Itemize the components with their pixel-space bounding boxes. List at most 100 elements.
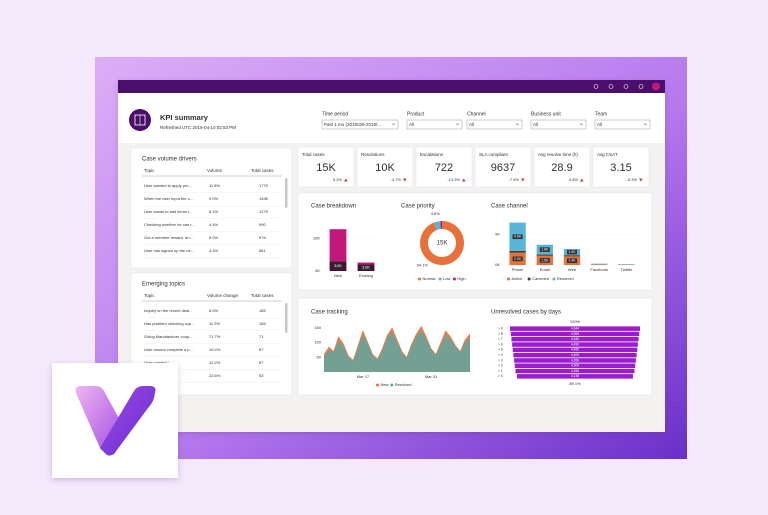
table-cell: Got a member reward, an...	[144, 235, 193, 240]
data-label: 4.6K	[514, 235, 522, 239]
avatar[interactable]	[652, 82, 660, 91]
bar-segment	[563, 255, 581, 257]
y-tick-label: 5K	[495, 231, 500, 236]
kpi-change: -7.5%	[509, 177, 520, 182]
column-header: Volume	[207, 168, 223, 173]
scrollbar[interactable]	[285, 178, 288, 208]
table-cell: 71	[259, 334, 264, 339]
table-cell: 87	[259, 347, 264, 352]
funnel-bar	[512, 347, 638, 353]
data-label-bg	[512, 256, 523, 262]
content: Time period Past 1 mo (2019/3/9-2019/... P…	[130, 111, 653, 396]
filter-value: All	[533, 122, 538, 127]
table-cell: User has signed up the ne...	[144, 248, 194, 253]
table-cell: 53	[259, 373, 264, 378]
chart-title: Case breakdown	[311, 204, 356, 210]
data-label: 4,250	[571, 369, 579, 373]
funnel-bottom-label: 89.1%	[569, 381, 581, 386]
bar-segment	[509, 250, 526, 253]
legend-label: High	[457, 276, 465, 281]
legend-label: Resolved	[557, 276, 574, 281]
app-logo-tile	[52, 363, 178, 478]
data-label-bg	[539, 258, 550, 263]
filter-value: Past 1 mo (2019/3/9-2019/...	[324, 122, 381, 127]
data-label: 1.5K	[541, 258, 549, 262]
page-title: KPI summary	[160, 113, 209, 122]
x-tick-label: Mar 31	[425, 374, 438, 379]
y-tick-label: > 2	[498, 364, 503, 368]
filter-label: Time period	[322, 111, 348, 117]
kpi-label: SLA compliant	[479, 152, 509, 157]
legend-label: Canceled	[532, 276, 549, 281]
table-cell: 11.3%	[209, 321, 220, 326]
data-label: 1.4K	[568, 259, 576, 263]
y-tick-label: > 9	[498, 327, 503, 331]
table-title: Case volume drivers	[142, 157, 197, 163]
legend-label: New	[381, 382, 389, 387]
y-tick-label: > 7	[498, 337, 503, 341]
filter-dropdown[interactable]	[530, 119, 587, 130]
column-header: Topic	[144, 293, 155, 298]
filter-dropdown[interactable]	[594, 119, 651, 130]
donut-slice	[419, 221, 464, 265]
filter-label: Team	[595, 111, 607, 117]
dropdown-chevron	[579, 123, 584, 126]
data-label: 4,138	[571, 374, 579, 378]
table-cell: Checking whether he can r...	[144, 222, 195, 227]
legend-label: Resolved	[395, 382, 412, 387]
kpi-value: 15K	[316, 162, 336, 174]
x-tick-label: Email	[540, 267, 550, 272]
filter-dropdown[interactable]	[466, 119, 523, 130]
filter-dropdown[interactable]	[406, 119, 463, 130]
x-tick-label: Web	[568, 267, 577, 272]
area-fill	[324, 330, 470, 372]
kpi-label: Avg CSAT	[597, 152, 618, 157]
data-label-bg	[539, 247, 550, 252]
legend-label: Normal	[423, 276, 436, 281]
bell-icon[interactable]	[608, 84, 614, 89]
chart-title: Case tracking	[311, 310, 348, 316]
kpi-value: 28.9	[551, 162, 572, 174]
funnel-bar	[514, 363, 636, 368]
chat-icon[interactable]	[593, 84, 599, 89]
donut-center: 15K	[437, 241, 448, 247]
funnel-bar	[510, 331, 640, 337]
table-cell: User cannot complete a p...	[144, 347, 193, 352]
table-cell: 185	[259, 321, 266, 326]
filter-dropdown[interactable]	[321, 119, 399, 130]
legend-swatch	[452, 277, 456, 281]
kpi-change: -0.3%	[627, 177, 638, 182]
kpi-change: 9.2%	[333, 177, 343, 182]
table-cell: 990	[259, 222, 266, 227]
legend-label: Active	[512, 276, 524, 281]
help-icon[interactable]	[638, 84, 644, 89]
kpi-value: 722	[435, 162, 453, 174]
table-cell: 1770	[259, 183, 269, 188]
filter-label: Channel	[467, 111, 486, 117]
y-tick-label: > 0	[498, 374, 503, 378]
table-cell: 976	[259, 235, 266, 240]
y-tick-label: > 3	[498, 358, 503, 362]
funnel-bar	[513, 352, 637, 358]
funnel-bar	[517, 374, 633, 379]
funnel-top-label: 100%	[570, 319, 581, 324]
y-tick-label: 100	[314, 340, 321, 345]
x-tick-label: Twitter	[621, 267, 633, 272]
legend-swatch	[390, 383, 394, 387]
data-label: 4,400	[571, 353, 579, 357]
trend-arrow	[639, 178, 643, 182]
legend-swatch	[552, 277, 556, 281]
y-tick-label: > 1	[498, 369, 503, 373]
card	[356, 146, 414, 188]
top-bar	[118, 80, 665, 93]
kpi-label: Resolutions	[361, 152, 385, 157]
kpi-change: -13.3%	[447, 177, 460, 182]
settings-icon[interactable]	[623, 84, 629, 89]
table-cell: 185	[259, 308, 266, 313]
table-cell: User wants to add items t...	[144, 209, 192, 214]
y-tick-label: 0K	[315, 268, 320, 273]
y-tick-label: 150	[314, 325, 321, 330]
scrollbar[interactable]	[285, 303, 288, 333]
card	[297, 192, 653, 291]
